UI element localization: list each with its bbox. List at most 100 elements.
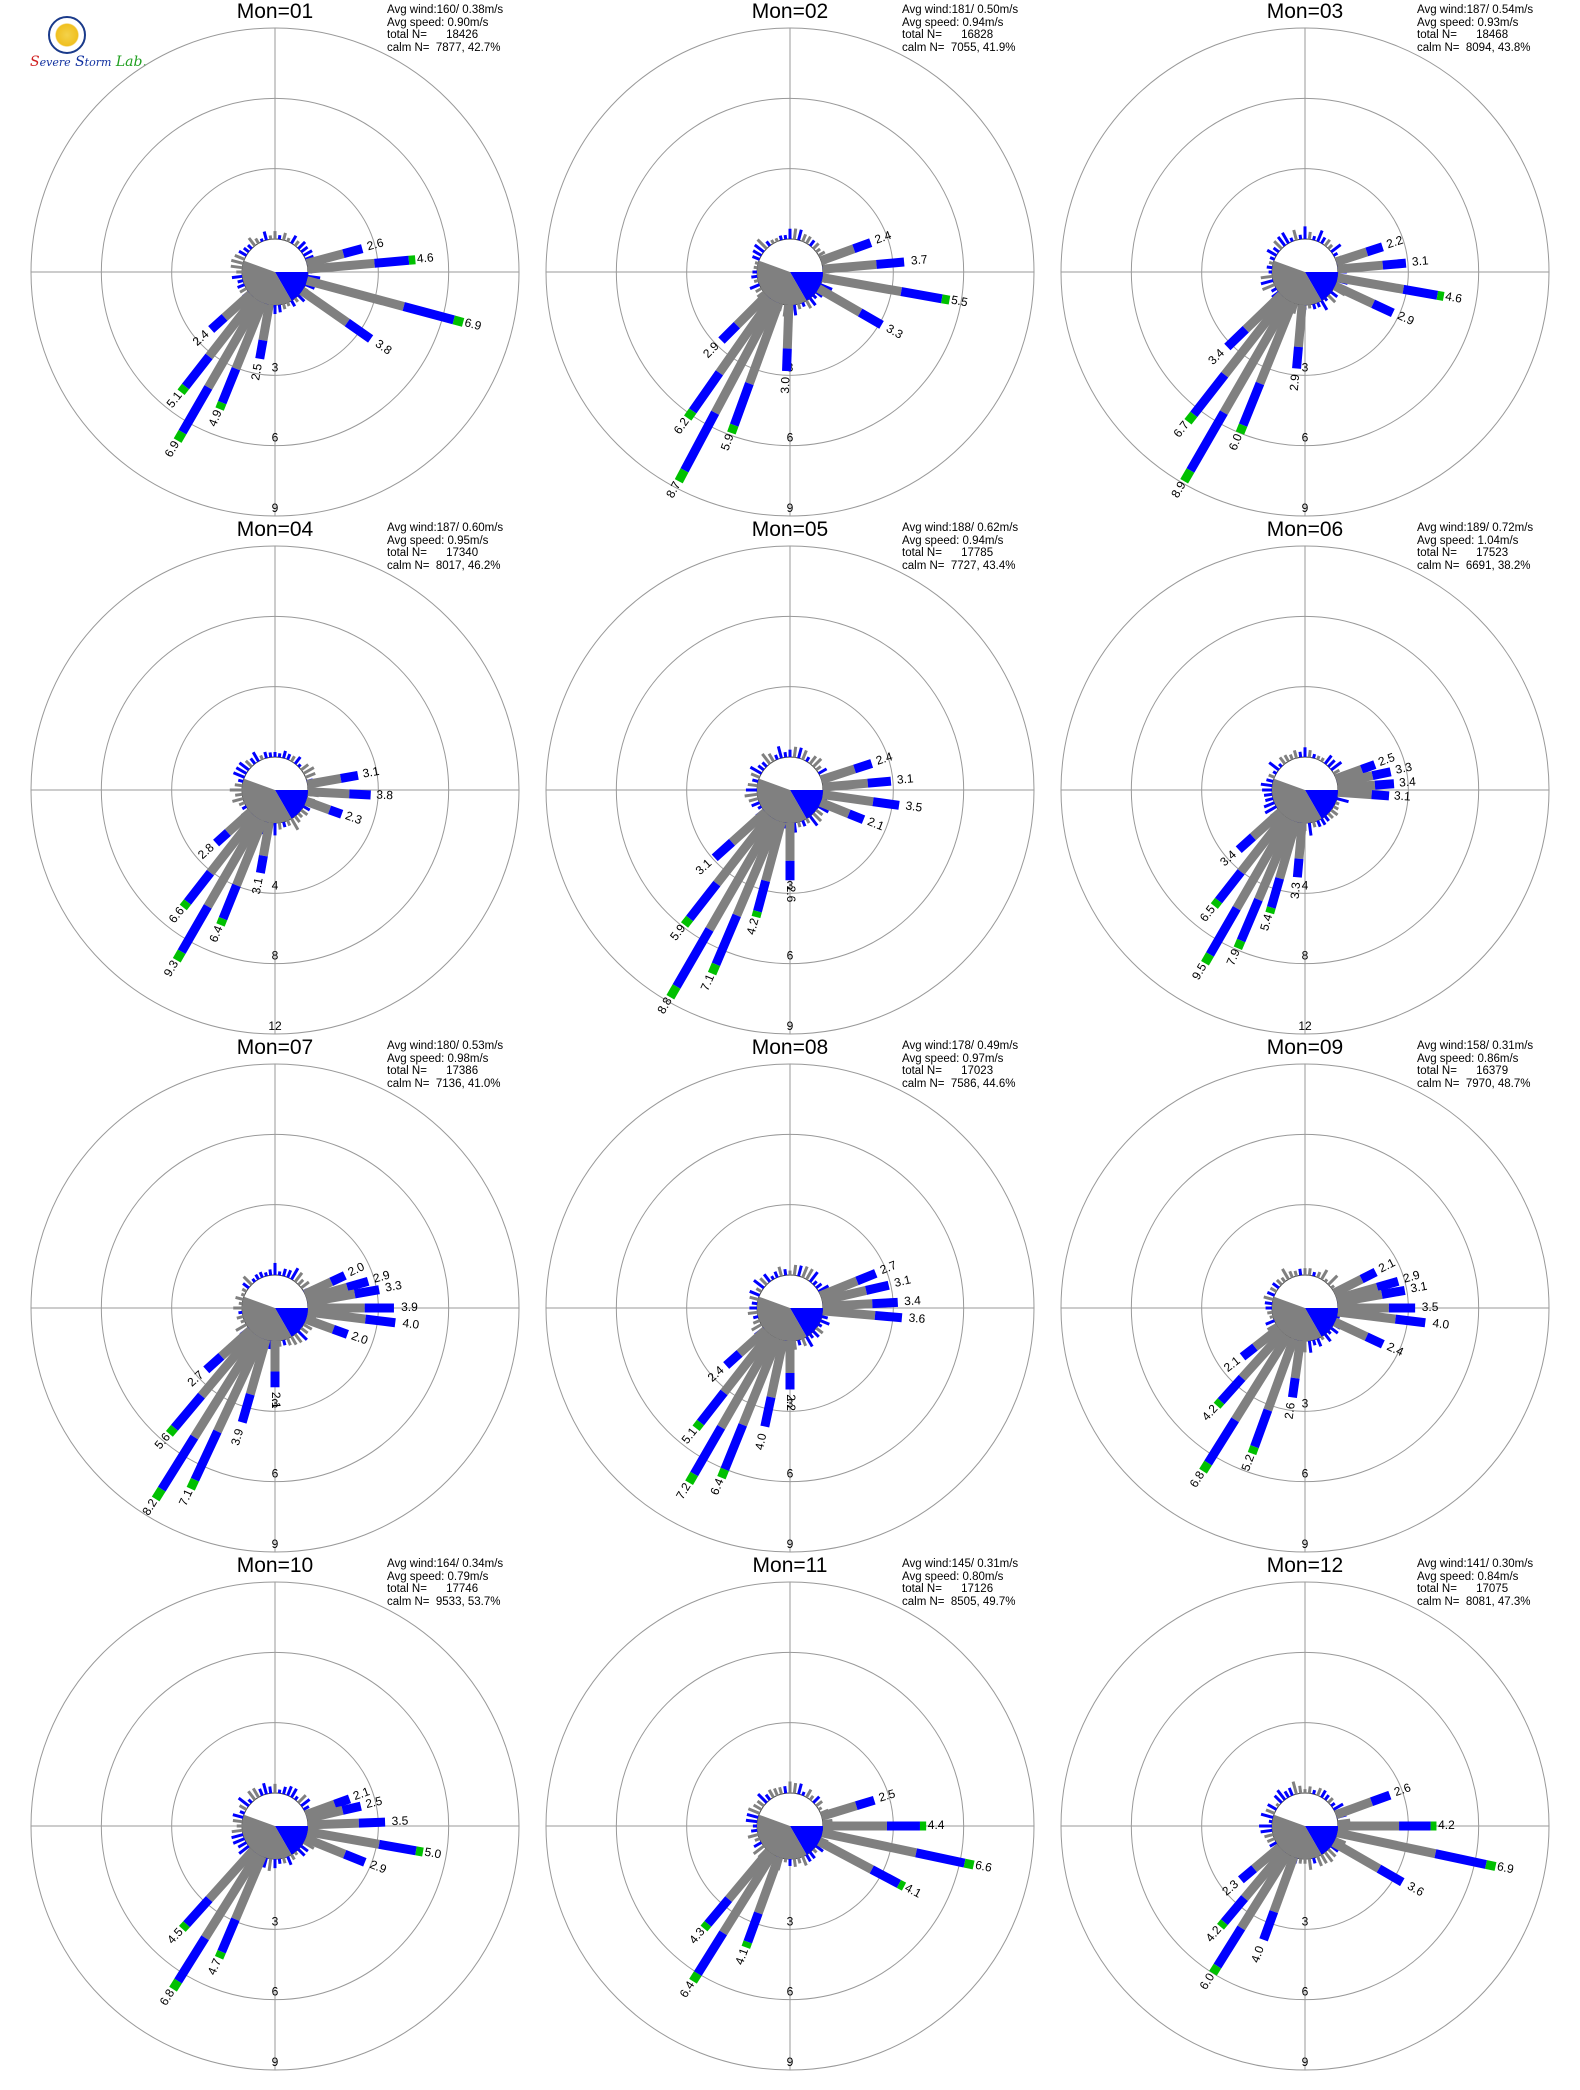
direction-bin-mark: [231, 274, 243, 280]
bar-low-segment: [1337, 780, 1376, 793]
direction-bin-mark: [755, 1287, 763, 1293]
bar-mid-segment: [723, 1350, 743, 1369]
wind-bar: 6.4: [707, 1336, 782, 1497]
grid-ring: [1201, 686, 1409, 894]
bar-mid-segment: [852, 238, 873, 254]
direction-bin-mark: [240, 1292, 246, 1297]
bar-mid-segment: [1259, 1910, 1279, 1942]
bar-high-segment: [1265, 906, 1276, 915]
bar-value-label: 2.5: [1376, 750, 1397, 769]
bar-high-segment: [1436, 290, 1445, 301]
direction-bin-mark: [752, 1803, 763, 1811]
calm-sector-gray: [242, 260, 292, 305]
direction-bin-mark: [237, 279, 244, 284]
bar-low-segment: [231, 1854, 267, 1922]
wind-rose-panel: Mon=10 Avg wind:164/ 0.34m/s Avg speed: 0.…: [15, 1554, 535, 2072]
direction-bin-mark: [801, 819, 807, 827]
bar-mid-segment: [760, 1396, 776, 1428]
direction-bin-mark: [812, 1330, 820, 1338]
bar-low-segment: [1334, 247, 1369, 267]
direction-bin-mark: [821, 1315, 829, 1320]
direction-bin-mark: [293, 240, 300, 247]
direction-bin-mark: [777, 1266, 783, 1277]
direction-bin-mark: [238, 1844, 250, 1855]
bar-mid-segment: [1360, 760, 1377, 774]
bar-low-segment: [258, 303, 274, 342]
direction-bin-mark: [1316, 755, 1321, 761]
total-n-text: total N= 17386: [387, 1065, 479, 1078]
wind-bar: 2.5: [306, 1794, 384, 1823]
calm-n-text: calm N= 7970, 48.7%: [1417, 1077, 1531, 1090]
wind-bar: 3.4: [1205, 291, 1285, 368]
direction-bin-mark: [1312, 1857, 1317, 1864]
bar-low-segment: [732, 818, 782, 918]
wind-bar: 2.7: [818, 1258, 899, 1300]
direction-bin-mark: [767, 752, 775, 763]
bar-mid-segment: [1434, 1849, 1487, 1869]
bar-low-segment: [258, 821, 274, 857]
bar-mid-segment: [1359, 1267, 1378, 1284]
grid-ring: [615, 615, 965, 965]
bar-low-segment: [205, 295, 259, 360]
bar-mid-segment: [680, 410, 720, 473]
bar-low-segment: [304, 797, 332, 815]
direction-bin-mark: [1323, 297, 1329, 302]
ring-label: 6: [1302, 1985, 1309, 1999]
bar-value-label: 3.4: [1205, 346, 1227, 368]
bar-value-label: 4.1: [732, 1946, 751, 1967]
bar-low-segment: [1334, 1797, 1374, 1819]
direction-bin-mark: [293, 297, 300, 303]
direction-bin-mark: [770, 239, 775, 245]
bar-mid-segment: [1186, 410, 1228, 473]
bar-high-segment: [963, 1858, 975, 1870]
direction-bin-mark: [1323, 238, 1331, 247]
direction-bin-mark: [232, 797, 244, 803]
direction-bin-mark: [238, 801, 246, 807]
grid-ring: [615, 1651, 965, 2001]
direction-bin-mark: [302, 1323, 313, 1331]
bar-value-label: 6.9: [1496, 1859, 1516, 1876]
bar-value-label: 3.1: [1409, 1279, 1428, 1296]
direction-bin-mark: [1267, 1310, 1273, 1315]
direction-bin-mark: [1260, 782, 1273, 788]
direction-bin-mark: [817, 250, 826, 257]
direction-bin-mark: [241, 805, 248, 811]
wind-bar: 3.4: [1337, 774, 1417, 793]
bar-low-segment: [307, 258, 375, 274]
direction-bin-mark: [750, 772, 761, 779]
wind-bar: 9.3: [161, 816, 263, 979]
direction-bin-mark: [282, 1786, 287, 1795]
direction-bin-mark: [792, 1858, 797, 1867]
bar-low-segment: [306, 1289, 356, 1307]
bar-high-segment: [741, 1940, 753, 1949]
direction-bin-mark: [801, 1791, 806, 1797]
ring-label: 3: [1302, 1396, 1309, 1410]
direction-bin-mark: [242, 1282, 250, 1290]
bar-low-segment: [221, 290, 254, 321]
calm-n-text: calm N= 8081, 47.3%: [1417, 1595, 1531, 1608]
bar-mid-segment: [872, 1297, 899, 1309]
bar-value-label: 2.4: [705, 1363, 727, 1385]
direction-bin-mark: [242, 1275, 253, 1286]
bar-low-segment: [1255, 300, 1297, 386]
bar-value-label: 3.1: [249, 876, 266, 895]
bar-value-label: 3.5: [1422, 1300, 1439, 1314]
direction-bin-mark: [749, 1289, 761, 1297]
bar-value-label: 2.7: [878, 1258, 899, 1277]
bar-mid-segment: [704, 1896, 733, 1927]
direction-bin-mark: [808, 1794, 815, 1801]
direction-bin-mark: [812, 294, 818, 300]
direction-bin-mark: [251, 1787, 260, 1799]
bar-mid-segment: [364, 1314, 396, 1328]
ring-label: 3: [787, 1396, 794, 1410]
bar-high-segment: [707, 962, 721, 976]
panel-title: Mon=09: [1266, 1036, 1344, 1059]
ring-label: 9: [272, 2055, 279, 2069]
bar-low-segment: [719, 1851, 777, 1936]
direction-bin-mark: [815, 1800, 824, 1808]
bar-value-label: 3.0: [778, 376, 793, 393]
direction-bin-mark: [1312, 1339, 1317, 1346]
bar-value-label: 2.6: [365, 235, 385, 253]
wind-bar: 4.6: [307, 250, 434, 274]
direction-bin-mark: [282, 232, 287, 241]
